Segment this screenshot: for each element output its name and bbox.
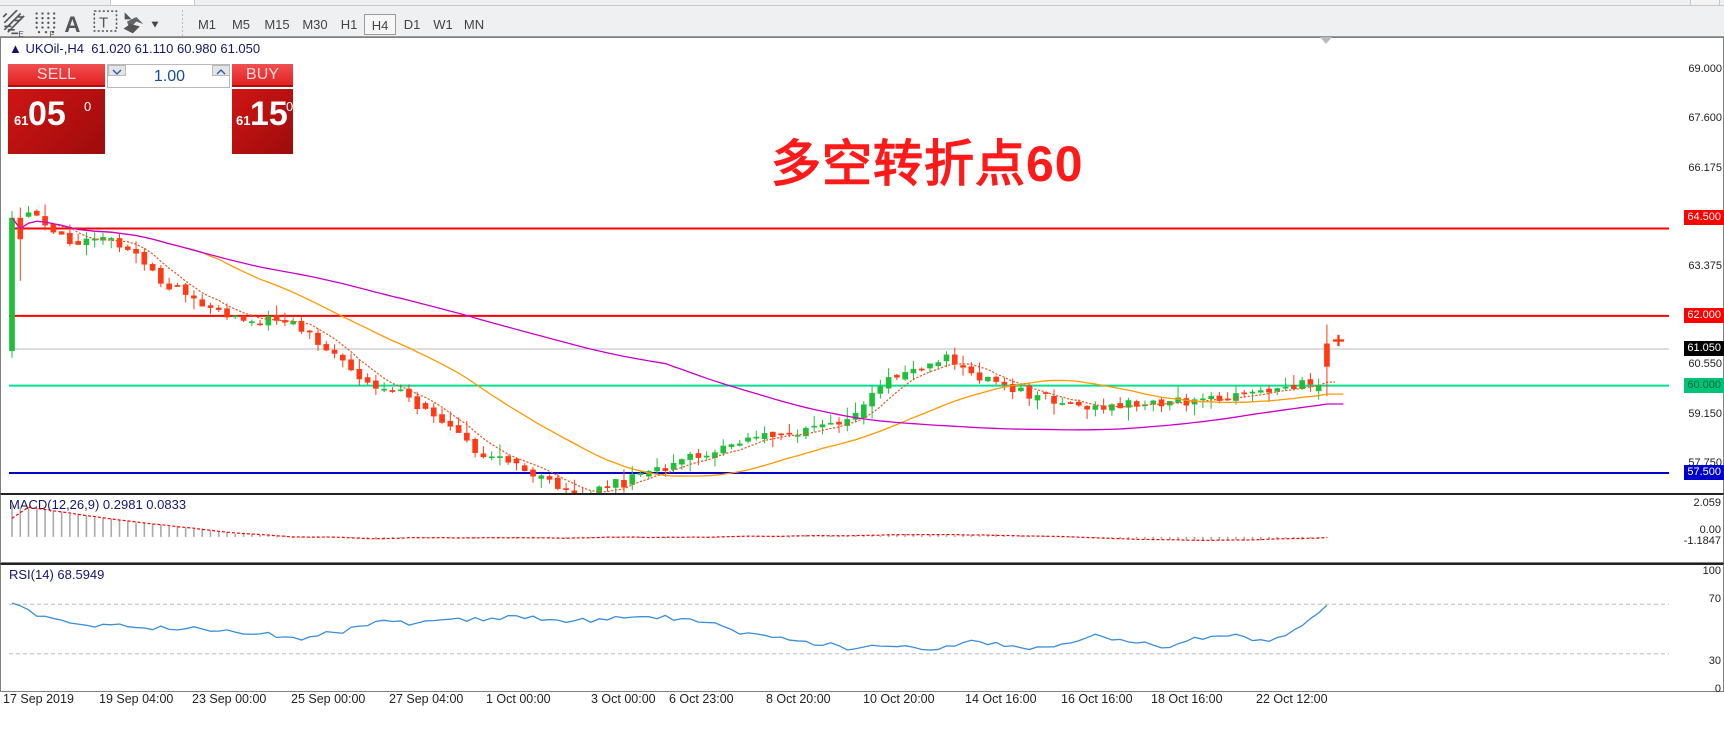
svg-text:A: A <box>64 12 80 37</box>
svg-text:T: T <box>99 15 108 32</box>
